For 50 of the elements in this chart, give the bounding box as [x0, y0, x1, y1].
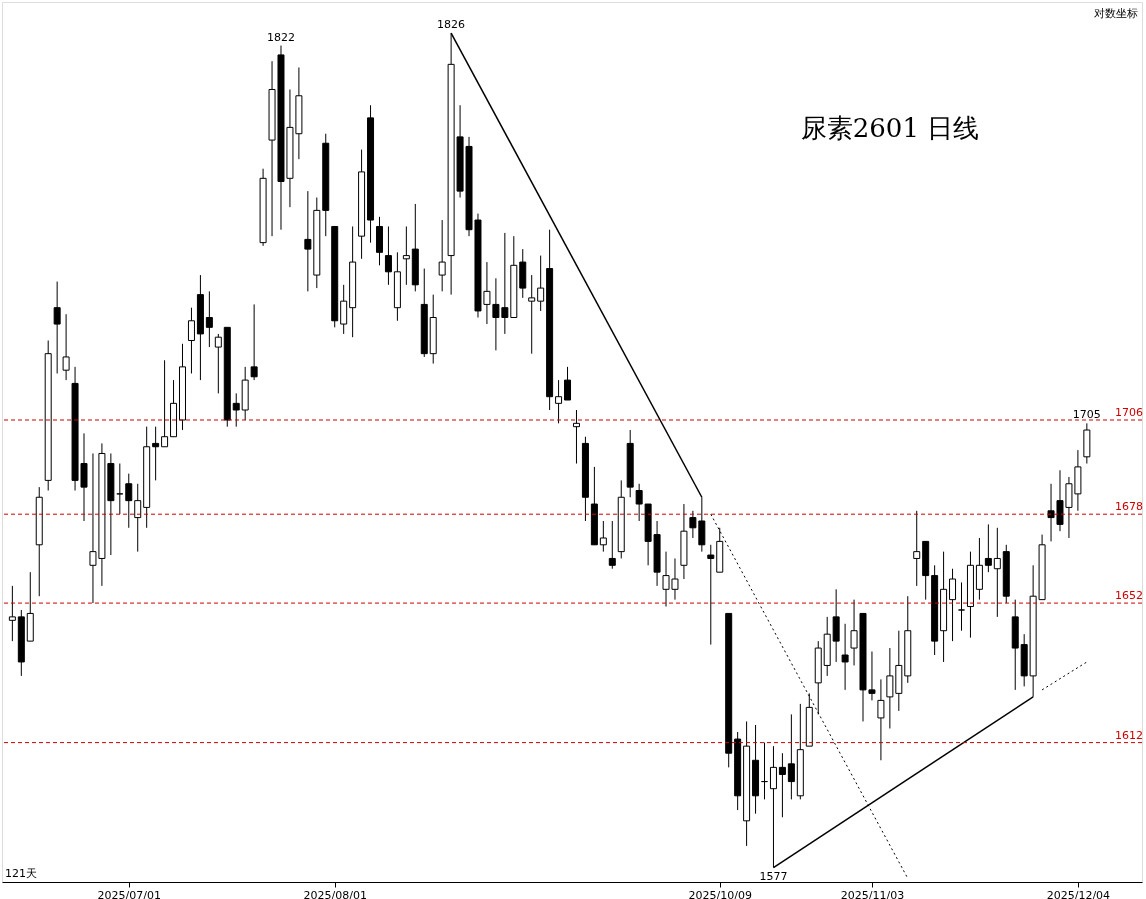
candlestick	[232, 392, 240, 428]
candlestick	[528, 274, 536, 355]
candlestick	[187, 307, 195, 374]
x-tick-label: 2025/11/03	[840, 888, 905, 899]
candlestick	[993, 527, 1001, 618]
text: 尿素2601 日线	[800, 113, 980, 143]
candlestick	[384, 225, 392, 286]
annotation: 1705	[1072, 408, 1101, 422]
annotation: 1826	[437, 18, 466, 32]
candlestick	[707, 544, 715, 646]
candlestick	[8, 585, 16, 642]
candlestick	[877, 678, 885, 761]
candlestick	[555, 379, 563, 424]
candlestick	[841, 623, 849, 691]
ref-line-label: 1706	[1115, 406, 1143, 419]
candlestick	[125, 473, 133, 529]
candlestick	[116, 463, 124, 515]
x-tick-label: 2025/07/01	[97, 888, 161, 899]
candlestick	[958, 581, 965, 632]
annotation: 121天	[5, 867, 37, 880]
candlestick	[778, 752, 786, 818]
candlestick	[438, 219, 446, 292]
candlestick	[564, 366, 572, 401]
ref-line-label: 1612	[1115, 728, 1143, 742]
text: 对数坐标	[1094, 7, 1138, 20]
candlestick	[205, 290, 213, 348]
x-tick-label: 2025/10/09	[688, 888, 752, 899]
candlestick	[984, 523, 992, 573]
candlestick	[134, 483, 142, 553]
candlestick	[340, 284, 348, 335]
candlestick	[402, 225, 410, 286]
candlestick	[608, 520, 616, 570]
candlestick	[250, 303, 258, 381]
candlestick	[161, 359, 169, 448]
x-tick-label: 2025/12/04	[1046, 888, 1111, 899]
candlestick	[62, 313, 70, 381]
candlestick	[572, 409, 580, 465]
candlestick	[599, 520, 607, 553]
candlestick	[913, 510, 921, 587]
x-tick-label: 2025/08/01	[303, 888, 367, 899]
annotation: 1822	[266, 30, 295, 44]
ref-line-label: 1652	[1115, 589, 1143, 603]
candlestick	[152, 426, 160, 481]
candlestick	[787, 713, 795, 800]
candlestick	[537, 255, 545, 312]
candlestick	[53, 281, 61, 374]
annotation: 1577	[759, 869, 788, 883]
candlestick	[214, 333, 222, 394]
ref-line-label: 1678	[1115, 500, 1143, 514]
candlestick	[949, 568, 957, 642]
